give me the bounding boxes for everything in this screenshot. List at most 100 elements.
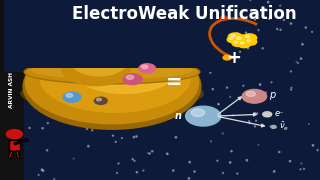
- Text: n: n: [175, 111, 182, 121]
- Point: [150, 150, 155, 153]
- Point: [237, 50, 243, 53]
- Point: [5, 80, 10, 83]
- Point: [50, 59, 55, 62]
- Text: =: =: [166, 73, 183, 92]
- Bar: [0, 0, 24, 180]
- Point: [11, 134, 16, 137]
- Point: [262, 8, 268, 11]
- Point: [27, 127, 32, 129]
- Circle shape: [6, 130, 22, 139]
- Point: [228, 95, 233, 98]
- Point: [0, 160, 5, 163]
- Point: [132, 65, 138, 68]
- Point: [66, 12, 71, 15]
- Point: [208, 39, 213, 41]
- Point: [289, 88, 294, 91]
- Ellipse shape: [94, 38, 117, 49]
- Point: [73, 62, 78, 65]
- Point: [310, 144, 316, 147]
- Point: [86, 106, 91, 109]
- Circle shape: [243, 34, 257, 42]
- Point: [115, 171, 120, 174]
- Point: [20, 159, 25, 162]
- Point: [208, 71, 213, 74]
- Circle shape: [227, 37, 238, 43]
- Circle shape: [139, 64, 156, 73]
- Point: [22, 82, 27, 85]
- Point: [181, 94, 187, 97]
- Circle shape: [126, 75, 133, 79]
- Point: [287, 160, 292, 163]
- Point: [235, 31, 240, 34]
- Point: [255, 112, 260, 115]
- Point: [71, 44, 76, 47]
- Point: [85, 69, 90, 72]
- Point: [245, 47, 251, 50]
- Point: [142, 110, 147, 112]
- Point: [139, 49, 144, 52]
- Point: [112, 6, 117, 8]
- Point: [146, 152, 151, 155]
- Ellipse shape: [61, 50, 131, 86]
- Point: [142, 123, 148, 126]
- Point: [14, 18, 20, 21]
- Point: [220, 172, 226, 174]
- Point: [110, 134, 116, 137]
- Point: [84, 127, 90, 130]
- Text: p: p: [269, 89, 276, 100]
- Point: [272, 170, 277, 173]
- Point: [224, 86, 229, 89]
- Point: [252, 112, 257, 115]
- Point: [39, 168, 44, 171]
- Point: [86, 45, 91, 48]
- Point: [213, 46, 218, 49]
- Point: [144, 45, 149, 48]
- Circle shape: [223, 55, 231, 60]
- Point: [168, 82, 173, 84]
- Point: [181, 42, 186, 44]
- Ellipse shape: [22, 43, 202, 130]
- Point: [116, 162, 121, 165]
- Point: [93, 118, 99, 121]
- Point: [303, 26, 308, 29]
- Point: [96, 78, 101, 81]
- Point: [144, 17, 149, 20]
- FancyArrow shape: [14, 139, 28, 145]
- Point: [90, 129, 95, 132]
- Point: [256, 29, 261, 32]
- Point: [130, 158, 135, 161]
- Point: [41, 77, 46, 80]
- Point: [173, 136, 179, 139]
- Point: [268, 125, 273, 128]
- Point: [165, 65, 170, 68]
- Point: [277, 151, 282, 154]
- Point: [71, 157, 76, 160]
- Point: [263, 91, 268, 94]
- Point: [165, 84, 171, 87]
- Point: [289, 86, 294, 89]
- Point: [253, 119, 259, 122]
- Point: [190, 43, 195, 46]
- Point: [52, 107, 57, 110]
- Point: [256, 143, 261, 146]
- Point: [147, 152, 152, 155]
- Point: [164, 89, 169, 92]
- Circle shape: [242, 89, 267, 103]
- Point: [134, 36, 139, 39]
- Point: [96, 28, 101, 31]
- Point: [51, 1, 56, 4]
- Point: [212, 60, 217, 63]
- Point: [131, 136, 136, 139]
- Circle shape: [220, 16, 228, 20]
- Point: [98, 64, 103, 67]
- Point: [252, 125, 258, 128]
- Point: [148, 96, 154, 99]
- Point: [40, 127, 45, 130]
- Text: ElectroWeak Unification: ElectroWeak Unification: [72, 5, 296, 23]
- Text: $\bar{\nu}_e$: $\bar{\nu}_e$: [279, 121, 289, 133]
- Point: [113, 29, 118, 32]
- Point: [44, 149, 50, 152]
- Point: [63, 3, 68, 6]
- Point: [116, 102, 122, 105]
- Circle shape: [271, 125, 276, 128]
